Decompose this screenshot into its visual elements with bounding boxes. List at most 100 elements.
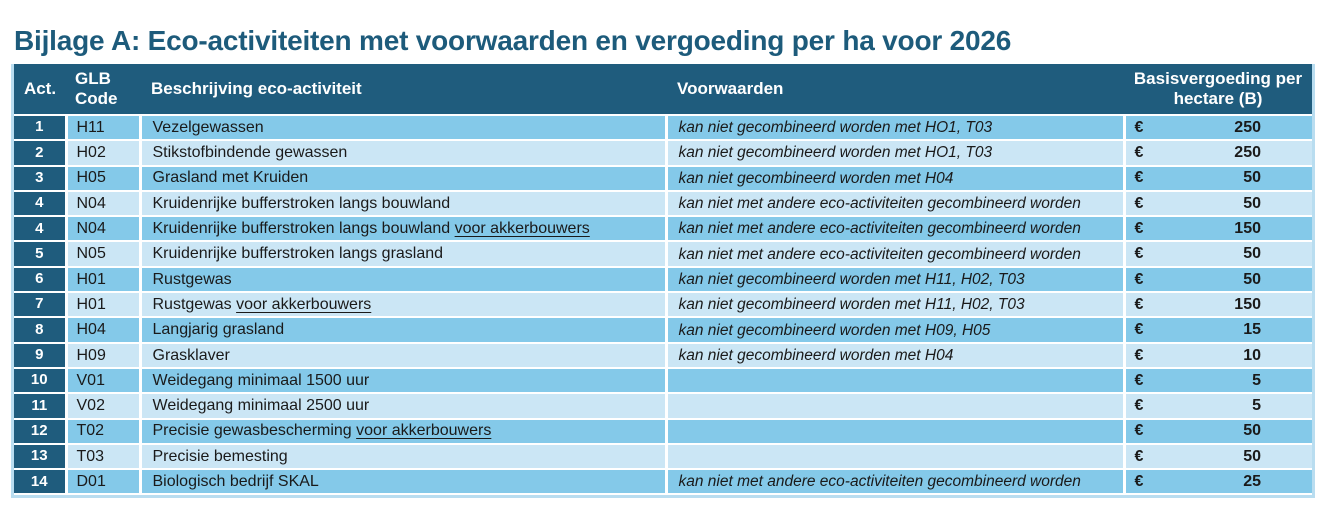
- euro-symbol: €: [1134, 245, 1144, 263]
- description-text: Kruidenrijke bufferstroken langs bouwlan…: [152, 220, 455, 238]
- euro-symbol: €: [1134, 194, 1144, 212]
- fee-amount: 50: [1243, 194, 1261, 212]
- conditions-cell: [666, 418, 1126, 445]
- table-row: 8 H04 Langjarig grasland kan niet gecombine…: [14, 317, 1313, 344]
- description-cell: Stikstofbindende gewassen: [140, 140, 668, 167]
- fee-inner: €50: [1126, 245, 1313, 263]
- euro-symbol: €: [1134, 397, 1144, 415]
- fee-inner: €5: [1126, 372, 1313, 390]
- euro-symbol: €: [1134, 473, 1144, 490]
- glb-code-cell: H04: [66, 317, 142, 344]
- act-number-cell: 13: [14, 443, 68, 471]
- description-cell: Grasland met Kruiden: [140, 165, 668, 192]
- conditions-cell: kan niet gecombineerd worden met H04: [666, 342, 1126, 369]
- euro-symbol: €: [1134, 295, 1144, 313]
- conditions-cell: [666, 367, 1126, 395]
- fee-amount: 25: [1243, 473, 1261, 490]
- act-number-cell: 14: [14, 469, 68, 496]
- fee-cell: €50: [1124, 266, 1313, 294]
- conditions-cell: kan niet gecombineerd worden met H04: [666, 165, 1126, 192]
- description-cell: Precisie gewasbescherming voor akkerbouw…: [140, 418, 668, 445]
- description-underlined-text: voor akkerbouwers: [454, 220, 590, 238]
- description-text: Grasland met Kruiden: [152, 169, 309, 187]
- fee-inner: €150: [1126, 220, 1313, 238]
- fee-inner: €5: [1126, 397, 1313, 415]
- act-number-cell: 7: [14, 292, 68, 319]
- glb-code-cell: H11: [66, 115, 142, 142]
- table-row: 10 V01 Weidegang minimaal 1500 uur €5: [14, 367, 1313, 395]
- fee-cell: €150: [1124, 216, 1313, 243]
- description-text: Stikstofbindende gewassen: [152, 144, 348, 162]
- table-row: 9 H09 Grasklaver kan niet gecombineerd word…: [14, 342, 1313, 369]
- act-number-cell: 11: [14, 393, 68, 420]
- conditions-cell: kan niet met andere eco-activiteiten gec…: [666, 469, 1126, 496]
- header-description: Beschrijving eco-activiteit: [140, 64, 666, 116]
- fee-inner: €15: [1126, 321, 1313, 339]
- glb-code-cell: D01: [66, 469, 142, 496]
- fee-inner: €150: [1126, 296, 1313, 314]
- eco-activities-table-container: Act. GLB Code Beschrijving eco-activitei…: [11, 64, 1315, 499]
- description-text: Precisie gewasbescherming: [152, 422, 357, 440]
- description-text: Vezelgewassen: [152, 118, 264, 136]
- fee-cell: €15: [1124, 317, 1313, 344]
- fee-inner: €10: [1126, 347, 1313, 365]
- description-cell: Weidegang minimaal 2500 uur: [140, 393, 668, 420]
- euro-symbol: €: [1134, 346, 1144, 364]
- fee-inner: €250: [1126, 144, 1313, 162]
- table-row: 11 V02 Weidegang minimaal 2500 uur €5: [14, 393, 1313, 420]
- description-underlined-text: voor akkerbouwers: [236, 295, 372, 313]
- description-text: Rustgewas: [152, 270, 232, 288]
- fee-amount: 5: [1252, 397, 1261, 415]
- header-act: Act.: [14, 64, 66, 116]
- fee-amount: 15: [1243, 321, 1261, 339]
- fee-inner: €50: [1126, 448, 1313, 466]
- fee-cell: €5: [1124, 367, 1313, 395]
- fee-cell: €50: [1124, 165, 1312, 192]
- header-glb-code: GLB Code: [66, 64, 140, 116]
- description-cell: Kruidenrijke bufferstroken langs bouwlan…: [140, 190, 668, 218]
- table-header: Act. GLB Code Beschrijving eco-activitei…: [14, 64, 1312, 116]
- fee-inner: €50: [1126, 195, 1313, 213]
- fee-amount: 50: [1243, 270, 1261, 288]
- fee-amount: 150: [1234, 220, 1261, 238]
- fee-amount: 250: [1234, 118, 1261, 136]
- table-row: 4 N04 Kruidenrijke bufferstroken langs bou…: [14, 216, 1313, 243]
- glb-code-cell: N05: [66, 241, 142, 268]
- fee-amount: 50: [1243, 447, 1261, 465]
- description-cell: Weidegang minimaal 1500 uur: [140, 367, 668, 395]
- description-text: Precisie bemesting: [152, 447, 288, 465]
- table-row: 13 T03 Precisie bemesting €50: [14, 443, 1313, 471]
- description-text: Grasklaver: [152, 346, 230, 364]
- glb-code-cell: H01: [66, 292, 142, 319]
- fee-inner: €50: [1126, 422, 1313, 440]
- table-row: 1 H11 Vezelgewassen kan niet gecombineerd w…: [14, 115, 1312, 142]
- fee-inner: €50: [1126, 271, 1313, 289]
- conditions-cell: kan niet met andere eco-activiteiten gec…: [666, 190, 1126, 218]
- euro-symbol: €: [1134, 118, 1144, 136]
- description-text: Weidegang minimaal 2500 uur: [152, 397, 370, 415]
- euro-symbol: €: [1134, 371, 1144, 389]
- act-number-cell: 6: [14, 266, 68, 294]
- fee-amount: 5: [1252, 371, 1261, 389]
- fee-cell: €250: [1124, 115, 1312, 142]
- description-text: Biologisch bedrijf SKAL: [152, 473, 319, 490]
- fee-cell: €10: [1124, 342, 1313, 369]
- page-title: Bijlage A: Eco-activiteiten met voorwaar…: [14, 24, 1012, 56]
- euro-symbol: €: [1134, 144, 1144, 162]
- description-text: Langjarig grasland: [152, 321, 285, 339]
- fee-cell: €25: [1124, 469, 1312, 496]
- description-cell: Precisie bemesting: [140, 443, 668, 471]
- table-row: 7 H01 Rustgewas voor akkerbouwers kan niet …: [14, 292, 1313, 319]
- fee-cell: €50: [1124, 241, 1313, 268]
- description-cell: Vezelgewassen: [140, 115, 668, 142]
- header-fee: Basisvergoeding per hectare (B): [1124, 64, 1312, 116]
- glb-code-cell: V01: [66, 367, 142, 395]
- description-text: Kruidenrijke bufferstroken langs bouwlan…: [152, 194, 451, 212]
- description-text: Weidegang minimaal 1500 uur: [152, 371, 370, 389]
- description-cell: Grasklaver: [140, 342, 668, 369]
- description-cell: Rustgewas voor akkerbouwers: [140, 292, 668, 319]
- euro-symbol: €: [1134, 321, 1144, 339]
- fee-cell: €50: [1124, 443, 1313, 471]
- header-conditions: Voorwaarden: [666, 64, 1124, 116]
- euro-symbol: €: [1134, 422, 1144, 440]
